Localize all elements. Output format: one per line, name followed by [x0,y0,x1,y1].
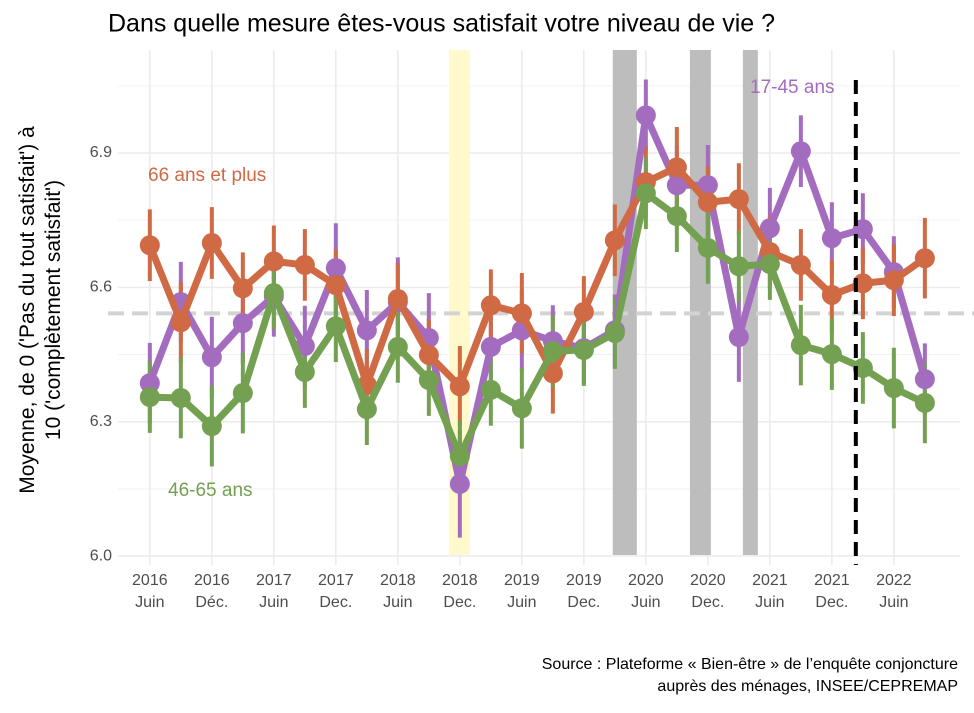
data-point [356,320,377,341]
data-point [325,258,346,279]
data-point [511,398,532,419]
data-point [790,141,811,162]
data-point [480,336,501,357]
data-point [325,275,346,296]
data-point [697,175,718,196]
data-point [232,278,253,299]
data-point [728,256,749,277]
x-tick-label: 2017 Juin [256,572,292,611]
data-point [821,228,842,249]
y-tick-label: 6.0 [90,547,112,564]
data-point [573,340,594,361]
shaded-band [689,50,711,555]
data-point [201,416,222,437]
chart-title: Dans quelle mesure êtes-vous satisfait v… [108,10,775,38]
data-point [604,323,625,344]
data-point [852,273,873,294]
data-point [139,373,160,394]
data-point [697,192,718,213]
data-point [294,361,315,382]
x-tick-label: 2020 Juin [628,572,664,611]
data-point [170,387,191,408]
series-label: 17-45 ans [750,77,835,98]
data-point [759,218,780,239]
data-point [201,233,222,254]
series-line [146,163,927,390]
series-label: 66 ans et plus [148,165,266,186]
data-point [232,313,253,334]
series-label: 46-65 ans [168,480,253,501]
data-point [604,230,625,251]
data-point [821,284,842,305]
data-point [790,254,811,275]
caption: Source : Plateforme « Bien-être » de l’e… [542,656,958,695]
data-point [418,344,439,365]
x-tick-label: 2019 Juin [504,572,540,611]
data-point [914,248,935,269]
data-point [387,288,408,309]
data-point [883,270,904,291]
x-tick-label: 2016 Juin [132,572,168,611]
data-point [263,283,284,304]
data-point [759,254,780,275]
data-point [201,347,222,368]
y-axis-label: Moyenne, de 0 ('Pas du tout satisfait') … [16,126,65,494]
data-point [883,378,904,399]
data-point [852,219,873,240]
shaded-band [448,50,470,555]
data-point [635,183,656,204]
data-point [263,251,284,272]
x-tick-label: 2018 Juin [380,572,416,611]
data-point [449,473,470,494]
data-point [387,336,408,357]
y-tick-label: 6.6 [90,279,112,296]
x-tick-label: 2019 Dec. [566,572,602,611]
data-point [480,379,501,400]
data-point [139,235,160,256]
data-point [573,301,594,322]
data-point [170,312,191,333]
data-point [914,369,935,390]
data-point [325,316,346,337]
x-tick-label: 2022 Juin [876,572,912,611]
data-point [666,206,687,227]
data-point [449,446,470,467]
x-tick-label: 2021 Dec. [814,572,850,611]
data-point [666,175,687,196]
data-point [449,376,470,397]
y-tick-label: 6.9 [90,144,112,161]
data-point [852,357,873,378]
data-point [232,383,253,404]
data-point [542,363,563,384]
data-point [139,387,160,408]
x-tick-label: 2020 Dec. [690,572,726,611]
data-point [542,340,563,361]
data-point [635,105,656,126]
y-tick-label: 6.3 [90,413,112,430]
data-point [821,344,842,365]
data-point [294,254,315,275]
x-tick-label: 2016 Déc. [194,572,230,611]
data-point [418,370,439,391]
data-point [356,399,377,420]
x-tick-label: 2018 Dec. [442,572,478,611]
data-point [480,295,501,316]
data-point [728,327,749,348]
data-point [511,303,532,324]
data-point [914,392,935,413]
data-point [790,335,811,356]
series-line [149,189,927,460]
data-point [666,157,687,178]
data-point [728,189,749,210]
data-point [697,237,718,258]
x-tick-label: 2017 Dec. [318,572,354,611]
x-tick-label: 2021 Juin [752,572,788,611]
